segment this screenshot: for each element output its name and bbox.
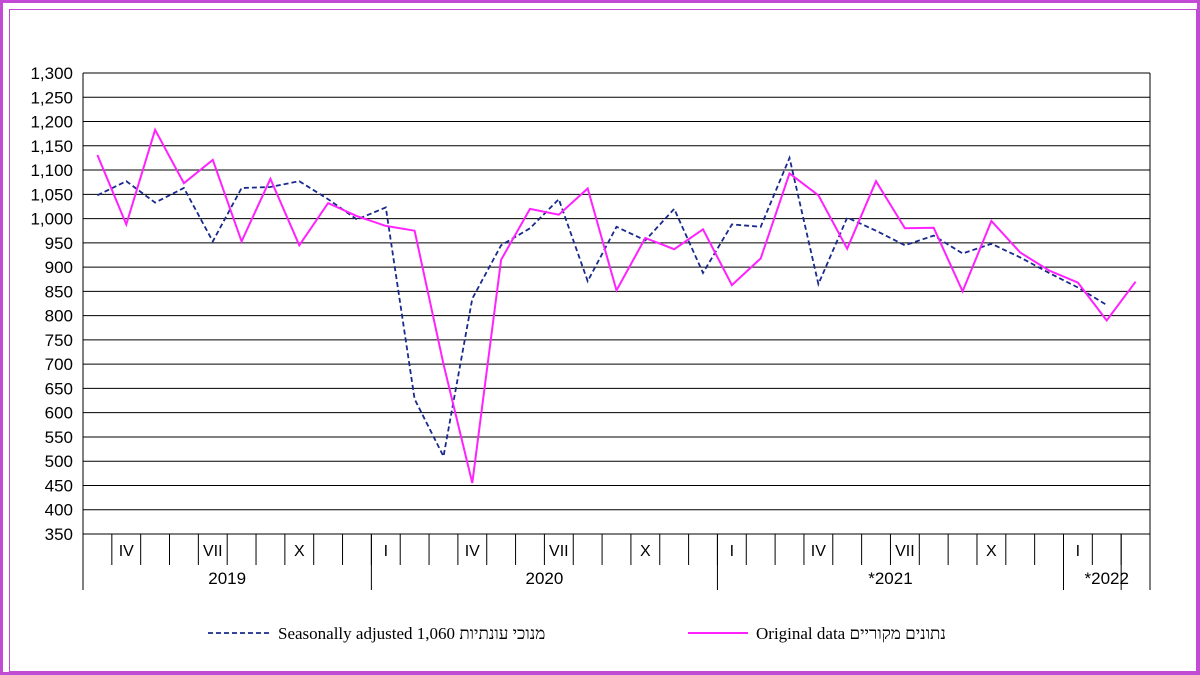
y-tick-label: 450 [45, 476, 73, 495]
y-tick-label: 1,050 [30, 185, 73, 204]
month-label: VII [549, 543, 569, 560]
y-tick-label: 750 [45, 331, 73, 350]
year-label: *2021 [868, 569, 912, 588]
y-tick-label: 1,100 [30, 161, 73, 180]
year-label: 2019 [208, 569, 246, 588]
y-tick-label: 1,000 [30, 210, 73, 229]
y-tick-label: 600 [45, 404, 73, 423]
y-tick-label: 1,150 [30, 137, 73, 156]
y-tick-label: 650 [45, 379, 73, 398]
x-axis: IV VII X I IV VII X I IV VII X I 2019 2020 *2021 *2022 [82, 534, 1151, 590]
y-tick-label: 1,200 [30, 113, 73, 132]
month-label: IV [119, 543, 134, 560]
month-label: I [1076, 543, 1080, 560]
y-tick-label: 950 [45, 234, 73, 253]
y-tick-label: 500 [45, 452, 73, 471]
y-tick-label: 1,250 [30, 88, 73, 107]
month-label: X [640, 543, 651, 560]
y-tick-label: 400 [45, 501, 73, 520]
month-label: X [294, 543, 305, 560]
month-label: I [384, 543, 388, 560]
month-label: I [730, 543, 734, 560]
series-line-seasonally-adjusted [97, 154, 1108, 460]
y-tick-label: 1,300 [30, 64, 73, 83]
series-lines [96, 127, 1137, 484]
y-tick-label: 550 [45, 428, 73, 447]
month-label: X [986, 543, 997, 560]
month-label: IV [811, 543, 826, 560]
legend-label-original-data: Original data נתונים מקוריים [756, 624, 946, 643]
legend: Seasonally adjusted 1,060 מנוכי עונתיות … [208, 624, 946, 643]
y-tick-label: 850 [45, 282, 73, 301]
month-label: IV [465, 543, 480, 560]
y-tick-label: 350 [45, 525, 73, 544]
series-line-original-data [96, 127, 1137, 484]
chart-inner-border [9, 9, 1197, 672]
legend-label-seasonally-adjusted: Seasonally adjusted 1,060 מנוכי עונתיות [278, 624, 545, 643]
month-label: VII [203, 543, 223, 560]
y-tick-label: 700 [45, 355, 73, 374]
y-axis-ticks: 350 400 450 500 550 600 650 700 750 800 850 900 950 1… [30, 64, 73, 544]
year-label: *2022 [1085, 569, 1129, 588]
y-tick-label: 900 [45, 258, 73, 277]
gridlines [82, 72, 1151, 535]
year-label: 2020 [525, 569, 563, 588]
y-tick-label: 800 [45, 307, 73, 326]
month-label: VII [895, 543, 915, 560]
